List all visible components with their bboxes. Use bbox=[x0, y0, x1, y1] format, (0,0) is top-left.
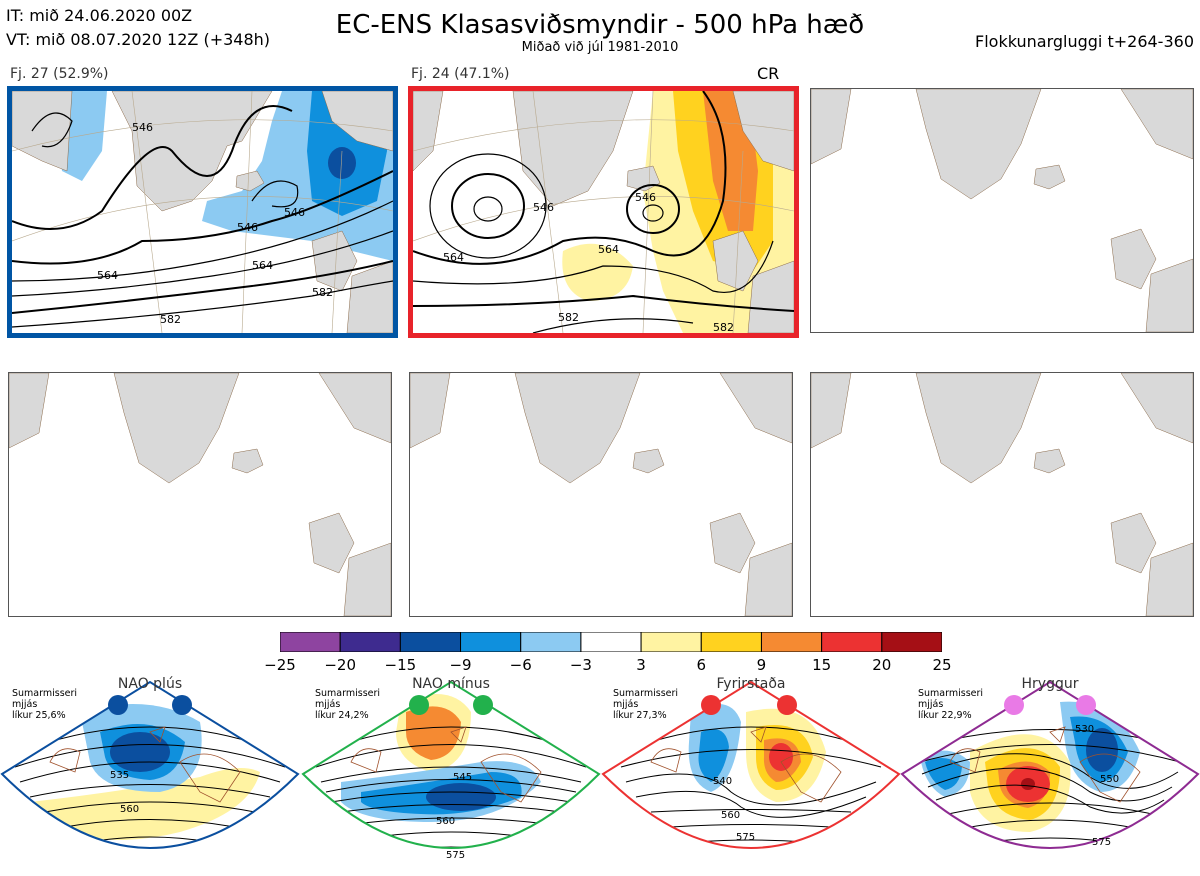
regime-note-line: líkur 25,6% bbox=[12, 710, 66, 721]
regime-nao-minus: 545 560 575 NAO mínus Sumarmisseri mjjás… bbox=[301, 672, 601, 872]
colorbar-tick-label: −6 bbox=[509, 656, 532, 674]
regime-marker-dot bbox=[777, 695, 797, 715]
colorbar-tick-label: 25 bbox=[932, 656, 952, 674]
colorbar-swatch bbox=[460, 632, 522, 652]
colorbar-swatch bbox=[700, 632, 762, 652]
contour-label: 582 bbox=[160, 313, 181, 326]
regime-note-line: líkur 27,3% bbox=[613, 710, 667, 721]
contour-label: 564 bbox=[443, 251, 464, 264]
regime-note-line: líkur 22,9% bbox=[918, 710, 972, 721]
contour-label: 564 bbox=[97, 269, 118, 282]
colorbar-tick-label: 9 bbox=[756, 656, 767, 674]
regime-marker-dot bbox=[1004, 695, 1024, 715]
regime-marker-dot bbox=[701, 695, 721, 715]
colorbar-swatch bbox=[821, 632, 883, 652]
contour-label: 550 bbox=[1100, 774, 1119, 785]
cluster-2-label: Fj. 24 (47.1%) bbox=[411, 66, 510, 82]
cluster-4-map-empty bbox=[8, 372, 392, 617]
regime-note-line: mjjás bbox=[12, 699, 38, 710]
colorbar-swatch bbox=[280, 632, 341, 652]
cluster-2-tag: CR bbox=[757, 64, 780, 83]
contour-label: 546 bbox=[132, 121, 153, 134]
contour-label: 560 bbox=[436, 816, 455, 827]
colorbar-swatch bbox=[399, 632, 462, 652]
contour-label: 575 bbox=[736, 832, 755, 843]
regime-marker-dot bbox=[473, 695, 493, 715]
colorbar-swatch bbox=[640, 632, 702, 652]
colorbar-swatch bbox=[339, 632, 401, 652]
regime-blocking: 540 560 575 Fyrirstaða Sumarmisseri mjjá… bbox=[601, 672, 901, 872]
regime-note-line: Sumarmisseri bbox=[12, 688, 78, 699]
regime-note-line: Sumarmisseri bbox=[315, 688, 381, 699]
valid-time: VT: mið 08.07.2020 12Z (+348h) bbox=[6, 30, 271, 49]
regime-marker-dot bbox=[409, 695, 429, 715]
initial-time: IT: mið 24.06.2020 00Z bbox=[6, 6, 193, 25]
regime-note: Sumarmisseri mjjás líkur 22,9% bbox=[918, 688, 983, 721]
contour-label: 545 bbox=[453, 772, 472, 783]
regime-note-line: mjjás bbox=[613, 699, 639, 710]
regime-title: NAO plús bbox=[117, 676, 183, 692]
contour-label: 535 bbox=[110, 770, 129, 781]
anomaly-colorbar bbox=[280, 632, 942, 652]
cluster-1-label: Fj. 27 (52.9%) bbox=[10, 66, 109, 82]
page-subtitle: Miðað við júl 1981-2010 bbox=[521, 40, 679, 55]
regime-title: NAO mínus bbox=[412, 676, 490, 692]
contour-label: 546 bbox=[284, 206, 305, 219]
page-title: EC-ENS Klasasviðsmyndir - 500 hPa hæð bbox=[335, 10, 865, 40]
colorbar-tick-label: −25 bbox=[264, 656, 296, 674]
contour-label: 582 bbox=[713, 321, 734, 333]
regime-note: Sumarmisseri mjjás líkur 24,2% bbox=[315, 688, 380, 721]
contour-label: 564 bbox=[252, 259, 273, 272]
regime-nao-plus: 535 560 NAO plús Sumarmisseri mjjás líku… bbox=[0, 672, 300, 872]
regime-title: Hryggur bbox=[1021, 676, 1079, 692]
colorbar-swatch bbox=[580, 632, 642, 652]
contour-label: 530 bbox=[1075, 724, 1094, 735]
contour-label: 560 bbox=[721, 810, 740, 821]
regime-marker-dot bbox=[1076, 695, 1096, 715]
contour-label: 546 bbox=[533, 201, 554, 214]
colorbar-tick-label: −20 bbox=[324, 656, 356, 674]
regime-ridge: 530 550 575 Hryggur Sumarmisseri mjjás l… bbox=[900, 672, 1200, 872]
regime-note: Sumarmisseri mjjás líkur 25,6% bbox=[12, 688, 77, 721]
regime-note: Sumarmisseri mjjás líkur 27,3% bbox=[613, 688, 678, 721]
regime-frame bbox=[601, 680, 901, 849]
cluster-1-map: 546 546 546 564 564 582 582 bbox=[7, 86, 398, 338]
colorbar-tick-label: −3 bbox=[569, 656, 592, 674]
cluster-2-map: 546 546 564 564 582 582 bbox=[408, 86, 799, 338]
regime-marker-dot bbox=[108, 695, 128, 715]
contour-label: 575 bbox=[446, 850, 465, 861]
regime-note-line: Sumarmisseri bbox=[613, 688, 679, 699]
contour-label: 540 bbox=[713, 776, 732, 787]
regime-frame bbox=[900, 680, 1200, 849]
colorbar-swatch bbox=[881, 632, 942, 652]
cluster-5-map-empty bbox=[409, 372, 793, 617]
regime-title: Fyrirstaða bbox=[716, 676, 786, 692]
contour-label: 546 bbox=[237, 221, 258, 234]
regime-note-line: líkur 24,2% bbox=[315, 710, 369, 721]
contour-label: 575 bbox=[1092, 837, 1111, 848]
colorbar-tick-label: −15 bbox=[384, 656, 417, 674]
regime-frame bbox=[301, 680, 601, 849]
colorbar-tick-label: 6 bbox=[696, 656, 707, 674]
colorbar-swatch bbox=[760, 632, 823, 652]
colorbar-tick-label: 15 bbox=[812, 656, 832, 674]
colorbar-tick-label: −9 bbox=[449, 656, 472, 674]
colorbar-swatch bbox=[520, 632, 582, 652]
cluster-3-map-empty bbox=[810, 88, 1194, 333]
regime-note-line: mjjás bbox=[918, 699, 944, 710]
colorbar-tick-label: 20 bbox=[872, 656, 892, 674]
contour-label: 546 bbox=[635, 191, 656, 204]
contour-label: 582 bbox=[558, 311, 579, 324]
regime-frame bbox=[0, 680, 300, 849]
regime-marker-dot bbox=[172, 695, 192, 715]
regime-note-line: mjjás bbox=[315, 699, 341, 710]
contour-label: 560 bbox=[120, 804, 139, 815]
regime-note-line: Sumarmisseri bbox=[918, 688, 984, 699]
classification-window: Flokkunargluggi t+264-360 bbox=[975, 32, 1194, 51]
contour-label: 564 bbox=[598, 243, 619, 256]
cluster-6-map-empty bbox=[810, 372, 1194, 617]
colorbar-tick-label: 3 bbox=[636, 656, 646, 674]
contour-label: 582 bbox=[312, 286, 333, 299]
